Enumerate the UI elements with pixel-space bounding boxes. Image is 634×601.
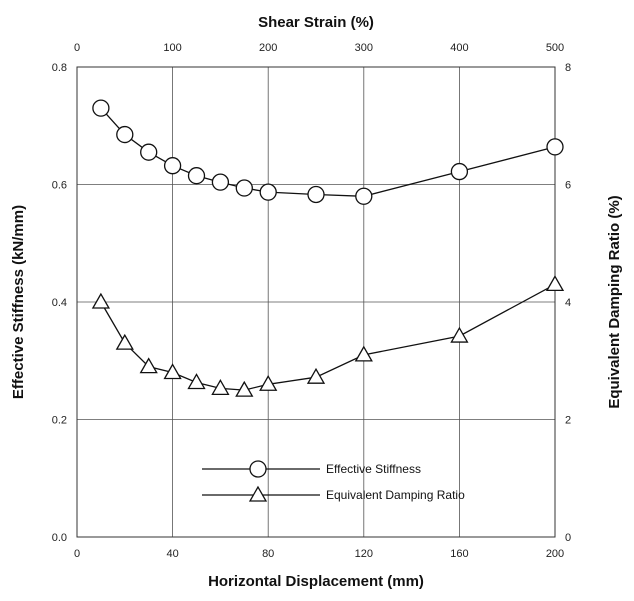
data-point-stiffness [307,185,325,204]
x-top-tick-label: 500 [546,42,564,54]
series-line-stiffness [100,107,556,197]
data-point-stiffness [92,99,110,117]
legend: Effective Stiffness Equivalent Damping R… [202,460,465,502]
y-left-tick-label: 0.6 [52,180,67,192]
data-point-stiffness [546,138,564,156]
y-left-tick-label: 0.2 [52,415,67,427]
series-layer [91,99,565,397]
x-top-tick-label: 100 [163,42,181,54]
data-point-stiffness [235,179,253,197]
x-top-tick-label: 400 [450,42,468,54]
legend-label-stiffness: Effective Stiffness [326,462,421,476]
y-left-tick-label: 0.4 [52,297,67,309]
y-left-tick-label: 0.8 [52,62,67,74]
x-tick-label: 160 [450,548,468,560]
y-left-tick-label: 0.0 [52,532,67,544]
y-right-tick-label: 6 [565,180,571,192]
y-right-tick-label: 4 [565,297,571,309]
y-right-tick-label: 0 [565,532,571,544]
data-point-damping [235,380,254,397]
data-point-stiffness [163,157,182,175]
x-top-tick-label: 200 [259,42,277,54]
x-tick-label: 200 [546,548,564,560]
x-tick-label: 40 [166,548,178,560]
x-top-tick-label: 300 [355,42,373,54]
x-tick-label: 80 [262,548,274,560]
x-tick-label: 120 [355,548,373,560]
legend-label-damping: Equivalent Damping Ratio [326,488,465,502]
data-point-damping [115,333,134,350]
data-point-damping [545,275,565,292]
data-point-damping [450,326,469,343]
data-point-stiffness [450,162,469,181]
data-point-stiffness [259,183,277,201]
legend-circle-marker [249,460,267,478]
data-point-damping [163,363,182,380]
y-right-tick-label: 8 [565,62,571,74]
data-point-damping [306,367,326,384]
data-point-stiffness [116,125,134,144]
y-left-axis-title: Effective Stiffness (kN/mm) [10,205,27,399]
data-point-stiffness [355,187,373,205]
legend-triangle-marker [248,485,268,502]
plot-frame [76,66,556,538]
data-point-damping [354,345,373,362]
data-point-stiffness [187,167,206,185]
data-point-stiffness [211,173,230,191]
data-point-damping [187,373,206,390]
x-top-tick-label: 0 [74,42,80,54]
y-right-axis-title: Equivalent Damping Ratio (%) [606,195,623,408]
y-right-tick-label: 2 [565,415,571,427]
data-point-damping [139,357,158,374]
x-top-axis-title: Shear Strain (%) [258,14,374,31]
data-point-damping [91,292,111,309]
data-point-damping [259,374,278,391]
x-tick-label: 0 [74,548,80,560]
grid [77,67,555,537]
x-axis-title: Horizontal Displacement (mm) [208,573,424,590]
data-point-stiffness [140,143,158,161]
series-line-damping [100,283,556,391]
data-point-damping [211,379,230,396]
